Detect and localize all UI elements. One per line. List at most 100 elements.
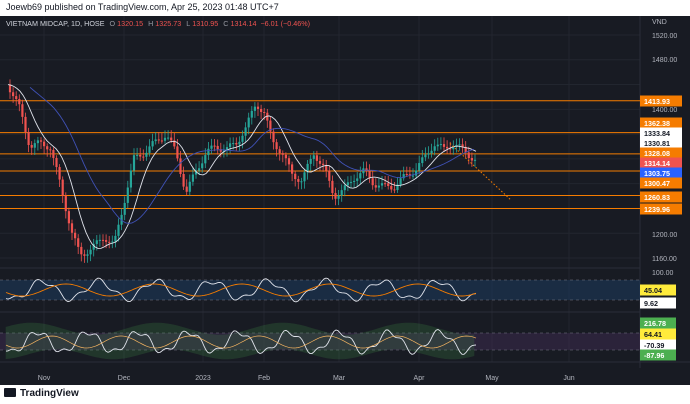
candle-body-64 [207, 148, 210, 156]
candle-body-54 [176, 146, 179, 159]
candle-body-76 [244, 127, 247, 136]
price-label-bg-5 [640, 157, 682, 169]
oscillator-labels: 45.04 9.62 216.78 64.41 -70.39-87.96 [640, 284, 676, 361]
candle-body-1 [12, 92, 15, 97]
candle-body-123 [390, 186, 393, 190]
candle-body-113 [359, 173, 362, 179]
time-tick-6: May [485, 375, 499, 382]
low-key: L [186, 19, 191, 28]
candle-body-90 [287, 158, 291, 165]
time-tick-5: Apr [414, 375, 426, 382]
price-label-bg-6 [640, 167, 682, 179]
osc2-label-text-0: 216.78 [644, 319, 666, 328]
candle-body-127 [402, 174, 405, 179]
high-key: H [148, 19, 154, 28]
candle-body-112 [356, 178, 359, 181]
candle-body-94 [300, 181, 303, 183]
time-tick-1: Dec [118, 375, 131, 382]
candle-body-71 [229, 143, 232, 148]
osc2-line [5, 328, 477, 355]
osc1-line [5, 277, 477, 303]
open-key: O [109, 19, 116, 28]
symbol-legend[interactable]: VIETNAM MIDCAP, 1D, HOSE O 1320.15 H 1325.… [6, 19, 310, 28]
candle-body-25 [86, 254, 89, 256]
price-label-text-5: 1314.14 [644, 159, 670, 168]
price-tick-5: 100.00 [652, 270, 674, 277]
candle-body-55 [179, 158, 182, 174]
price-tick-0: 1520.00 [652, 33, 677, 40]
candle-body-6 [27, 131, 30, 146]
candle-body-49 [160, 140, 163, 142]
chart-area[interactable]: 1413.931362.381333.841330.811328.081314.… [0, 16, 690, 385]
candle-body-120 [380, 183, 384, 186]
price-tick-3: 1200.00 [652, 232, 677, 239]
time-tick-3: Feb [258, 375, 270, 382]
price-label-text-4: 1328.08 [644, 149, 670, 158]
candle-body-39 [129, 170, 132, 188]
high-value: 1325.73 [155, 19, 182, 28]
price-label-text-9: 1239.96 [644, 205, 670, 214]
tradingview-logo[interactable]: TradingView [4, 388, 79, 399]
candle-body-57 [185, 186, 188, 192]
price-label-bg-7 [640, 177, 682, 189]
candle-body-50 [163, 137, 167, 141]
candle-body-72 [232, 143, 235, 145]
candle-body-65 [210, 145, 213, 149]
symbol-name[interactable]: VIETNAM MIDCAP, 1D, HOSE [6, 19, 105, 28]
candle-body-139 [439, 144, 442, 146]
candle-body-23 [80, 246, 83, 255]
candle-body-97 [309, 158, 312, 164]
osc1-signal-line [5, 283, 477, 297]
candle-body-114 [362, 168, 365, 174]
candle-body-38 [126, 187, 129, 203]
candle-body-16 [58, 167, 61, 180]
candle-body-98 [312, 155, 315, 159]
candle-body-92 [294, 173, 297, 180]
plot-background [0, 16, 640, 368]
price-label-stack: 1413.93 1362.381333.841330.811328.081314.… [640, 95, 682, 215]
candle-body-35 [117, 224, 120, 236]
brand-name: TradingView [20, 388, 79, 399]
time-tick-0: Nov [38, 375, 51, 382]
candle-body-73 [235, 143, 238, 145]
candle-body-68 [219, 149, 222, 152]
candle-body-102 [325, 164, 328, 171]
open-value: 1320.15 [117, 19, 144, 28]
candle-body-78 [250, 110, 253, 118]
candle-body-40 [132, 155, 136, 171]
osc2-band [0, 333, 640, 350]
candle-body-4 [21, 104, 24, 117]
candle-body-46 [151, 141, 154, 147]
osc2-label-text-2: -70.39 [644, 341, 664, 350]
candle-body-3 [18, 98, 21, 105]
candle-body-75 [241, 135, 244, 142]
candle-body-30 [101, 239, 105, 241]
candle-body-134 [424, 154, 427, 158]
candle-body-83 [266, 112, 269, 121]
candle-body-51 [167, 137, 170, 139]
candle-body-105 [334, 193, 337, 199]
candle-body-77 [247, 117, 250, 128]
osc1-label-text-0: 45.04 [644, 286, 662, 295]
candle-body-14 [52, 149, 55, 158]
osc1-label-bg-0 [640, 284, 676, 296]
candle-body-147 [464, 146, 467, 153]
candle-body-88 [281, 153, 284, 155]
candle-body-130 [411, 175, 415, 177]
close-key: C [223, 19, 229, 28]
candle-body-81 [260, 108, 263, 112]
candle-body-128 [405, 174, 408, 176]
osc2-label-bg-1 [640, 328, 676, 340]
candle-body-103 [328, 170, 331, 181]
candle-body-74 [238, 141, 241, 145]
candle-body-34 [114, 235, 117, 242]
candle-body-142 [449, 148, 452, 150]
candle-body-89 [284, 154, 287, 159]
candle-body-133 [421, 157, 424, 164]
support-resistance-levels [0, 100, 640, 209]
moving-average-blue [29, 86, 475, 224]
candle-body-140 [442, 144, 446, 147]
price-tick-1: 1480.00 [652, 57, 677, 64]
candle-body-124 [393, 189, 396, 191]
